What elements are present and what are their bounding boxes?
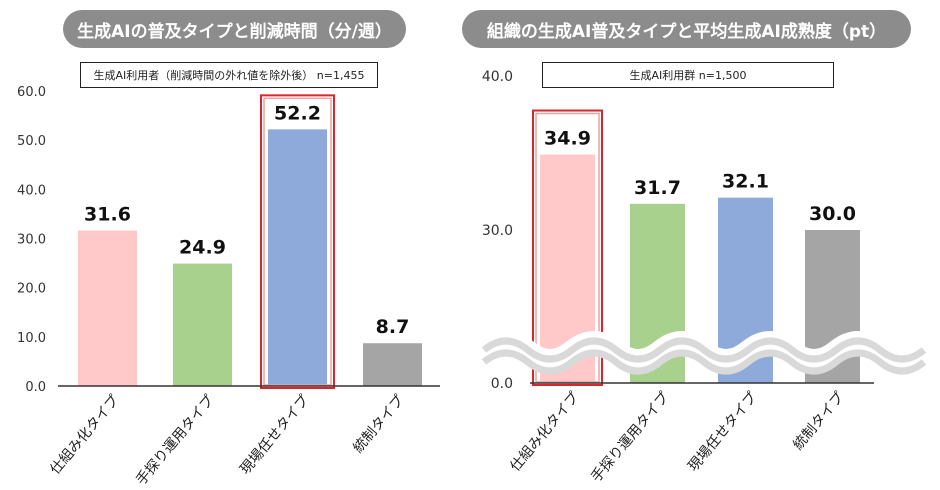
data-label: 32.1 [722,171,769,193]
y-tick-label: 30.0 [482,223,513,239]
data-label: 30.0 [809,203,856,225]
y-tick-label: 0.0 [25,380,46,395]
left-chart-title: 生成AIの普及タイプと削減時間（分/週） [63,10,406,48]
category-label: 手探り運用タイプ [133,392,217,488]
y-tick-label: 40.0 [17,183,46,198]
bar [173,263,232,386]
y-tick-label: 30.0 [17,233,46,248]
data-label: 52.2 [274,102,321,124]
right-chart-title: 組織の生成AI普及タイプと平均生成AI成熟度（pt） [462,10,911,48]
y-tick-label: 0.0 [491,376,513,392]
axis-break-wave [481,349,927,375]
highlight-box [260,94,335,389]
y-tick-label: 60.0 [17,85,46,100]
category-label: 手探り運用タイプ [588,389,672,485]
category-label: 現場任せタイプ [685,389,760,474]
category-label: 統制タイプ [790,389,847,453]
axis-break-wave [481,337,927,363]
left-chart-sample-note: 生成AI利用者（削減時間の外れ値を除外後） n=1,455 [80,62,378,88]
bar [78,230,137,386]
data-label: 31.6 [84,204,131,226]
category-label: 統制タイプ [350,392,407,456]
bar [268,129,327,386]
right-chart-sample-note: 生成AI利用群 n=1,500 [542,62,834,88]
category-label: 現場任せタイプ [237,392,312,477]
highlight-box-inner [263,97,332,386]
y-tick-label: 40.0 [482,69,513,85]
highlight-box [532,109,603,386]
data-label: 31.7 [634,177,681,199]
category-label: 仕組み化タイプ [47,392,122,477]
category-label: 仕組み化タイプ [507,389,582,474]
y-tick-label: 20.0 [17,282,46,297]
data-label: 8.7 [376,316,410,338]
data-label: 24.9 [179,237,226,259]
highlight-box-inner [535,112,600,383]
bar [363,343,422,386]
y-tick-label: 50.0 [17,134,46,149]
data-label: 34.9 [544,128,591,150]
y-tick-label: 10.0 [17,331,46,346]
